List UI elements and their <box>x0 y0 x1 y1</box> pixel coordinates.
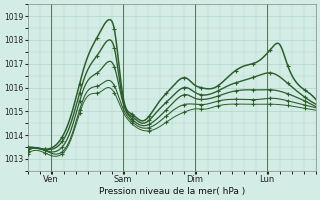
X-axis label: Pression niveau de la mer( hPa ): Pression niveau de la mer( hPa ) <box>99 187 245 196</box>
